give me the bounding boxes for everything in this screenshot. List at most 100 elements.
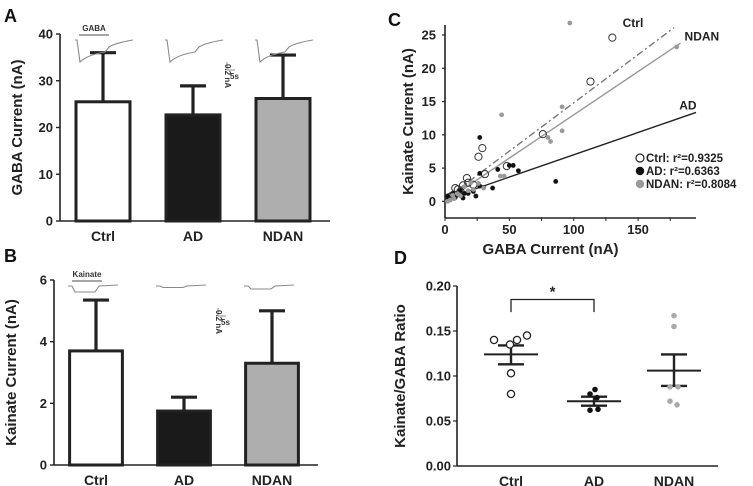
data-point-ctrl: [505, 340, 515, 349]
y-tick-label: 0.00: [426, 459, 451, 474]
fit-line-label-ctrl: Ctrl: [623, 16, 644, 30]
x-tick-label: 50: [502, 222, 516, 237]
scale-bar-time-label: 5s: [230, 72, 239, 81]
data-point-ndan: [501, 173, 507, 179]
y-tick-label: 2: [40, 396, 47, 411]
bar-ad: [156, 409, 212, 467]
y-tick-label: 10: [39, 167, 53, 182]
y-tick-label: 40: [39, 27, 53, 42]
stimulus-label: GABA: [82, 24, 106, 33]
current-trace: [75, 39, 134, 64]
panel-label-b: B: [4, 246, 17, 266]
y-tick-label: 0.20: [426, 279, 451, 294]
data-point-ad: [495, 167, 501, 172]
data-point-ad: [553, 178, 559, 184]
data-point-ndan: [470, 186, 476, 192]
fit-line-label-ad: AD: [679, 99, 697, 113]
y-tick-label: 0: [40, 458, 47, 473]
data-point-ad: [595, 406, 601, 413]
data-point-ad: [506, 163, 512, 168]
y-tick-label: 4: [40, 334, 48, 349]
data-point-ndan: [450, 192, 456, 198]
data-point-ad: [490, 185, 496, 191]
data-point-ndan: [458, 193, 463, 199]
y-axis-label: Kainate Current (nA): [3, 299, 20, 446]
data-point-ctrl: [478, 144, 487, 153]
panel-a-bar-chart: 0 10 20 30 40 GABA Current (nA) Ctrl AD NDAN GABA…: [9, 24, 330, 244]
x-tick-label: AD: [183, 228, 203, 244]
bar-ndan: [254, 97, 312, 223]
data-point-ndan: [468, 180, 474, 186]
bar-ndan: [244, 361, 300, 467]
data-point-ctrl: [506, 389, 516, 399]
x-tick-label: 150: [627, 222, 649, 237]
x-axis-label: GABA Current (nA): [482, 241, 618, 258]
data-point-ndan: [497, 173, 503, 179]
data-point-ctrl: [474, 152, 483, 161]
y-tick-label: 0: [429, 194, 436, 209]
y-tick-label: 25: [422, 27, 436, 42]
data-point-ad: [587, 391, 593, 397]
panel-d-dot-plot: 0.00 0.05 0.10 0.15 0.20 Kainate/GABA Ratio Ct…: [392, 279, 718, 486]
data-point-ndan: [674, 402, 680, 408]
y-tick-label: 0.10: [426, 369, 451, 384]
panel-c-scatter-chart: 0 5 10 15 20 25 0 50 100 150 GABA Current (nA) Kain…: [400, 16, 737, 258]
data-point-ndan: [667, 398, 673, 405]
data-point-ndan: [667, 384, 673, 390]
scale-bar-time-label: 5s: [221, 318, 230, 327]
panel-label-c: C: [388, 10, 401, 30]
x-tick-label: Ctrl: [84, 472, 108, 486]
current-trace: [68, 284, 119, 293]
y-tick-label: 15: [422, 94, 436, 109]
y-tick-label: 0: [46, 214, 53, 229]
legend-entry-ctrl: Ctrl: r²=0.9325: [646, 153, 724, 165]
data-point-ndan: [476, 180, 481, 186]
data-point-ctrl: [506, 369, 516, 378]
x-tick-label: NDAN: [654, 473, 694, 486]
legend-entry-ndan: NDAN: r²=0.8084: [646, 179, 737, 191]
fit-line-label-ndan: NDAN: [685, 29, 720, 43]
data-point-ctrl: [538, 130, 547, 139]
legend-marker-ad: [635, 166, 645, 176]
current-trace: [255, 39, 314, 64]
x-tick-label: AD: [584, 473, 604, 486]
data-point-ctrl: [522, 331, 532, 340]
legend-marker-ndan: [635, 179, 645, 189]
data-point-ndan: [548, 139, 553, 144]
scale-bar-current-label: 0.2 nA: [223, 64, 232, 88]
x-tick-label: Ctrl: [499, 473, 523, 486]
data-point-ndan: [559, 128, 565, 134]
current-trace: [244, 284, 295, 290]
panel-b-bar-chart: 0 2 4 6 Kainate Current (nA) Ctrl AD NDAN Kainat…: [3, 270, 318, 486]
x-tick-label: NDAN: [252, 472, 292, 486]
stimulus-label: Kainate: [73, 270, 102, 279]
y-axis-label: GABA Current (nA): [9, 59, 26, 195]
data-point-ndan: [481, 185, 487, 191]
fit-line-ndan: [444, 42, 681, 202]
current-trace: [165, 39, 224, 64]
x-tick-label: Ctrl: [91, 228, 115, 244]
x-tick-label: NDAN: [263, 228, 303, 244]
scale-bar-current-label: 0.2 nA: [214, 310, 223, 334]
panel-label-a: A: [4, 6, 17, 26]
data-point-ad: [477, 135, 483, 140]
x-tick-label: 100: [563, 222, 585, 237]
y-tick-label: 30: [39, 73, 53, 88]
y-axis-label: Kainate/GABA Ratio: [392, 304, 409, 448]
data-point-ad: [515, 168, 521, 174]
data-point-ctrl: [489, 335, 499, 345]
y-tick-label: 20: [39, 120, 53, 135]
data-point-ad: [445, 193, 450, 199]
fit-line-ad: [444, 111, 697, 201]
y-tick-label: 0.05: [426, 414, 451, 429]
y-tick-label: 0.15: [426, 324, 451, 339]
data-point-ndan: [671, 323, 677, 330]
data-point-ndan: [675, 384, 681, 390]
data-point-ndan: [461, 184, 467, 190]
data-point-ad: [592, 386, 598, 393]
data-point-ad: [458, 188, 463, 194]
bar-ctrl: [68, 349, 124, 467]
y-tick-label: 10: [422, 127, 436, 142]
data-point-ndan: [671, 312, 677, 319]
